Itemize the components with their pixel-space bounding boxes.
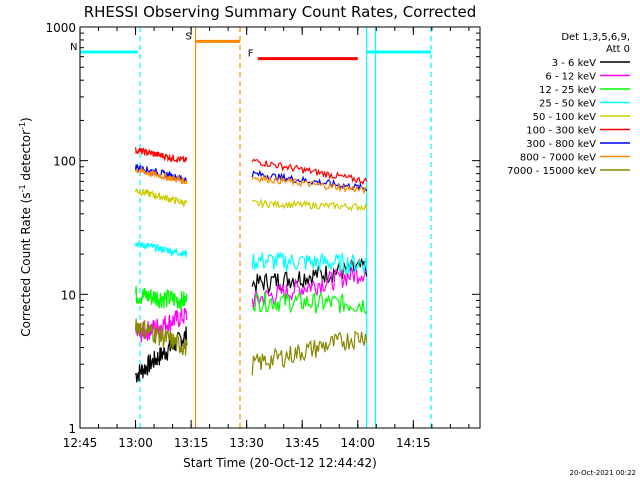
series-line-2 bbox=[135, 307, 188, 343]
series-line-3 bbox=[251, 291, 368, 315]
series-line-9 bbox=[251, 330, 368, 376]
state-bar-label: F bbox=[248, 49, 254, 60]
series-line-8 bbox=[135, 166, 188, 185]
x-tick-label: 14:00 bbox=[340, 436, 375, 450]
legend-label: 300 - 800 keV bbox=[526, 139, 596, 150]
x-tick-label: 13:00 bbox=[118, 436, 153, 450]
y-axis-label: Corrected Count Rate (s-1 detector-1) bbox=[18, 117, 33, 336]
x-tick-label: 13:45 bbox=[285, 436, 320, 450]
series-line-5 bbox=[251, 198, 368, 212]
chart-title: RHESSI Observing Summary Count Rates, Co… bbox=[84, 3, 477, 21]
plot-frame bbox=[79, 26, 481, 429]
series-line-4 bbox=[251, 251, 368, 276]
legend-header: Det 1,3,5,6,9, bbox=[561, 32, 630, 43]
footer-timestamp: 20-Oct-2021 00:22 bbox=[570, 469, 636, 477]
y-tick-label: 10 bbox=[61, 288, 76, 302]
legend-header: Att 0 bbox=[606, 44, 630, 55]
legend-label: 25 - 50 keV bbox=[539, 99, 596, 110]
state-bar-label: N bbox=[70, 42, 77, 53]
series-line-3 bbox=[135, 285, 188, 311]
x-axis: 12:45 13:00 13:15 13:30 13:45 14:00 14:15 bbox=[63, 27, 470, 450]
series-line-6 bbox=[251, 158, 368, 186]
legend-label: 6 - 12 keV bbox=[545, 72, 596, 83]
legend-label: 3 - 6 keV bbox=[552, 58, 596, 69]
x-tick-label: 13:15 bbox=[174, 436, 209, 450]
series-line-5 bbox=[135, 188, 188, 209]
legend-label: 100 - 300 keV bbox=[526, 126, 596, 137]
legend-label: 12 - 25 keV bbox=[539, 85, 596, 96]
y-tick-label: 100 bbox=[53, 155, 76, 169]
series-line-2 bbox=[251, 266, 368, 309]
state-bar-label: S bbox=[186, 31, 192, 42]
series-line-4 bbox=[135, 239, 188, 258]
legend: Det 1,3,5,6,9,Att 0 3 - 6 keV 6 - 12 keV 12… bbox=[507, 32, 630, 177]
y-tick-label: 1000 bbox=[45, 21, 76, 35]
series-line-9 bbox=[135, 318, 188, 356]
x-tick-label: 13:30 bbox=[229, 436, 264, 450]
series-line-1 bbox=[135, 326, 188, 383]
legend-label: 800 - 7000 keV bbox=[520, 153, 596, 164]
x-tick-label: 14:15 bbox=[396, 436, 431, 450]
y-tick-label: 1 bbox=[68, 422, 76, 436]
series-line-6 bbox=[135, 147, 188, 164]
y-axis: 1 10 100 1000 bbox=[45, 21, 480, 436]
legend-label: 7000 - 15000 keV bbox=[507, 166, 596, 177]
x-axis-label: Start Time (20-Oct-12 12:44:42) bbox=[183, 456, 377, 470]
x-tick-label: 12:45 bbox=[63, 436, 98, 450]
legend-label: 50 - 100 keV bbox=[533, 112, 597, 123]
series-line-8 bbox=[251, 173, 367, 195]
